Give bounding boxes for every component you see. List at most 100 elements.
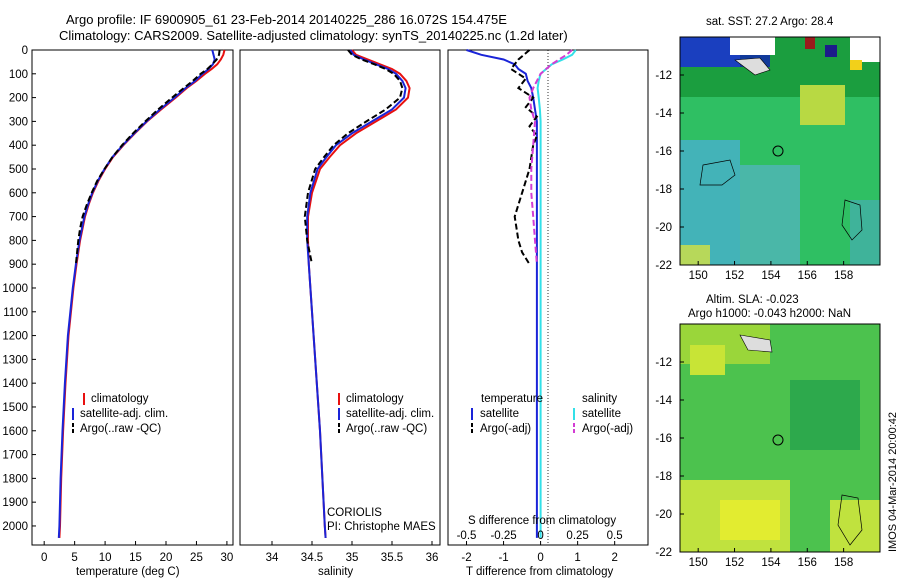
x-tick-label: -1 [498,552,508,564]
x-tick-label: 30 [221,552,234,564]
map-x-tick-label: 156 [798,557,817,569]
salinity-axis-label: salinity [318,566,353,578]
legend-label-satellite-s: satellite-adj. clim. [346,408,434,420]
s-tick-label: -0.25 [490,530,516,542]
series-line-0 [307,49,411,538]
map-x-tick-label: 150 [689,557,708,569]
map-y-tick-label: -18 [655,471,672,483]
x-tick-label: 2 [611,552,617,564]
map-y-tick-label: -14 [655,395,672,407]
legend-label-climatology: climatology [91,393,149,405]
x-tick-label: 5 [71,552,77,564]
legend-label-s-argo: Argo(-adj) [582,423,633,435]
map-y-tick-label: -22 [655,260,672,272]
depth-tick-label: 1100 [3,307,28,319]
depth-tick-label: 1900 [2,497,28,509]
map-y-tick-label: -14 [655,108,672,120]
footer-stamp: IMOS 04-Mar-2014 20:00:42 [887,412,899,552]
series-line-3 [528,49,573,265]
x-axis-label: temperature (deg C) [76,566,180,578]
map-y-tick-label: -12 [655,70,672,82]
series-line-2 [74,49,221,265]
x-tick-label: 1 [574,552,580,564]
x-tick-label: 20 [160,552,173,564]
map-y-tick-label: -16 [655,433,672,445]
depth-tick-label: 200 [9,93,28,105]
legend-label-argo: Argo(..raw -QC) [80,423,161,435]
s-tick-label: 0 [537,530,543,542]
salinity-axis: 34 34.5 35 35.5 36 [266,541,438,564]
title-line-1: Argo profile: IF 6900905_61 23-Feb-2014 … [66,12,507,27]
x-tick-label: 35 [346,552,359,564]
legend-label-argo-s: Argo(..raw -QC) [346,423,427,435]
depth-tick-label: 300 [9,116,28,128]
legend-label-t-sat: satellite [480,408,519,420]
depth-tick-label: 700 [9,212,28,224]
map-y-tick-label: -20 [655,509,672,521]
map-y-tick-label: -22 [655,547,672,559]
legend-label-s-sat: satellite [582,408,621,420]
depth-tick-label: 1700 [2,450,28,462]
depth-tick-label: 900 [9,259,28,271]
depth-tick-label: 1400 [2,378,28,390]
depth-tick-label: 400 [9,140,28,152]
argo-position-marker-sla [772,434,784,446]
s-tick-label: 0.25 [566,530,588,542]
s-tick-label: 0.5 [607,530,623,542]
depth-tick-label: 600 [9,188,28,200]
temperature-lines [57,49,226,538]
legend-label-t-argo: Argo(-adj) [480,423,531,435]
depth-tick-label: 1500 [2,402,28,414]
depth-tick-label: 100 [9,69,28,81]
depth-tick-label: 1800 [2,473,28,485]
sst-map-axes: 150 152 154 156 158 -12 -14 -16 -18 -20 -22 [655,70,853,282]
map-x-tick-label: 150 [689,270,708,282]
depth-tick-label: 0 [22,45,28,57]
argo-position-marker [772,145,784,157]
x-tick-label: 0 [537,552,543,564]
x-tick-label: 25 [190,552,203,564]
difference-lines [466,49,577,538]
legend-label-climatology-s: climatology [346,393,404,405]
depth-tick-label: 1600 [2,426,28,438]
depth-tick-label: 2000 [2,521,28,533]
depth-axis: 0 100 200 300 400 500 600 700 800 900 1000 1100 1200… [2,45,36,533]
depth-tick-label: 500 [9,164,28,176]
salinity-lines [303,49,411,538]
map-y-tick-label: -12 [655,357,672,369]
x-tick-label: -2 [461,552,471,564]
map-x-tick-label: 152 [725,557,744,569]
map-x-tick-label: 152 [725,270,744,282]
map-y-tick-label: -20 [655,222,672,234]
sst-map-title: sat. SST: 27.2 Argo: 28.4 [706,16,834,28]
series-line-2 [536,49,577,538]
temperature-axis: 0 5 10 15 20 25 30 [41,541,233,564]
legend-header-salinity: salinity [582,393,617,405]
map-x-tick-label: 158 [834,270,853,282]
sst-map [679,36,881,266]
depth-tick-label: 1300 [2,354,28,366]
map-y-tick-label: -16 [655,146,672,158]
map-x-tick-label: 156 [798,270,817,282]
map-y-tick-label: -18 [655,184,672,196]
x-tick-label: 35.5 [381,552,403,564]
series-line-1 [306,49,407,538]
sla-map [679,323,881,553]
sla-map-axes: 150 152 154 156 158 -12 -14 -16 -18 -20 -22 [655,357,853,569]
depth-tick-label: 1200 [2,331,28,343]
sla-map-title: Altim. SLA: -0.023 [706,294,799,306]
x-tick-label: 0 [41,552,47,564]
series-line-1 [509,49,539,265]
series-line-0 [466,49,538,538]
title-line-2: Climatology: CARS2009. Satellite-adjuste… [59,28,568,43]
x-tick-label: 15 [129,552,142,564]
salinity-plot-frame [239,49,441,546]
series-line-1 [57,49,216,538]
depth-tick-label: 1000 [2,283,28,295]
s-diff-axis-label: S difference from climatology [468,515,616,527]
map-x-tick-label: 154 [761,557,781,569]
map-x-tick-label: 154 [761,270,781,282]
depth-tick-label: 800 [9,235,28,247]
legend-label-satellite: satellite-adj. clim. [80,408,168,420]
